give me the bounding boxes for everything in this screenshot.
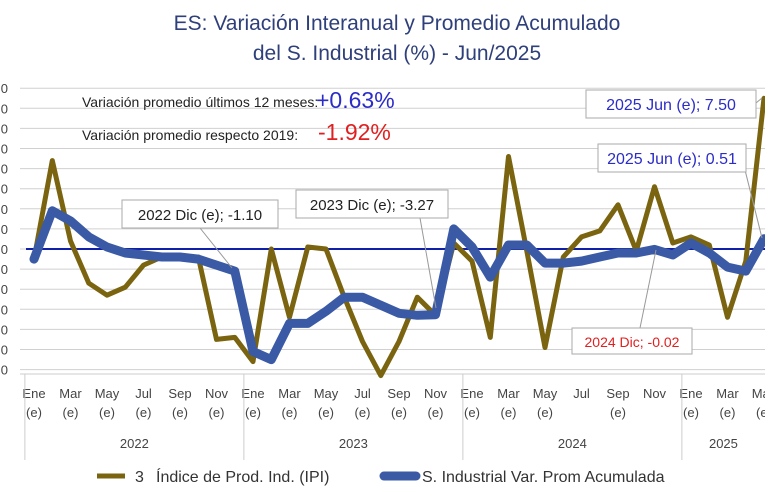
x-tick-label: Mar (716, 386, 739, 401)
x-tick-sublabel: (e) (428, 405, 444, 420)
year-label: 2022 (120, 436, 149, 451)
x-tick-label: Jul (135, 386, 152, 401)
y-tick-label: 0 (1, 162, 8, 177)
x-tick-sublabel: (e) (26, 405, 42, 420)
x-tick-label: Nov (643, 386, 667, 401)
x-tick-sublabel: (e) (209, 405, 225, 420)
chart-title-line2: del S. Industrial (%) - Jun/2025 (253, 42, 541, 65)
year-label: 2023 (339, 436, 368, 451)
x-tick-label: Sep (387, 386, 410, 401)
callout-2022-text: 2022 Dic (e); -1.10 (138, 207, 262, 224)
x-tick-label: Ene (22, 386, 45, 401)
x-axis: Ene (e) Mar (e) May (e) Jul (e) Sep (e) Nov (e) Ene (… (20, 373, 765, 460)
x-tick-sublabel: (e) (610, 405, 626, 420)
year-label: 2025 (709, 436, 738, 451)
x-tick-label: Mar (497, 386, 520, 401)
x-tick-label: Ene (460, 386, 483, 401)
x-tick-sublabel: (e) (683, 405, 699, 420)
x-tick-label: May (314, 386, 339, 401)
y-tick-label: 0 (1, 202, 8, 217)
x-tick-label: Sep (606, 386, 629, 401)
y-tick-label: 0 (1, 322, 8, 337)
x-tick-label: Jul (354, 386, 371, 401)
x-tick-sublabel: (e) (537, 405, 553, 420)
x-tick-sublabel: (e) (720, 405, 736, 420)
note-prom2019-value: -1.92% (318, 119, 391, 145)
x-tick-sublabel: (e) (391, 405, 407, 420)
callout-2025-ipi-text: 2025 Jun (e); 7.50 (606, 97, 736, 114)
x-tick-sublabel: (e) (136, 405, 152, 420)
y-tick-label: 0 (1, 282, 8, 297)
note-prom12-label: Variación promedio últimos 12 meses: (82, 94, 318, 110)
callout-2025-ipi: 2025 Jun (e); 7.50 (585, 89, 763, 119)
x-tick-sublabel: (e) (355, 405, 371, 420)
y-tick-label: 0 (1, 242, 8, 257)
x-tick-sublabel: (e) (464, 405, 480, 420)
x-tick-sublabel: (e) (172, 405, 188, 420)
x-tick-sublabel: (e) (318, 405, 334, 420)
x-tick-label: Ene (241, 386, 264, 401)
callout-2023-dec: 2023 Dic (e); -3.27 (295, 189, 449, 309)
y-tick-label: 0 (1, 142, 8, 157)
x-tick-label: May (752, 386, 765, 401)
y-tick-label: 0 (1, 262, 8, 277)
x-tick-sublabel: (e) (756, 405, 765, 420)
callout-2024-dec: 2024 Dic; -0.02 (571, 249, 693, 355)
note-prom12-value: +0.63% (316, 87, 395, 113)
x-tick-sublabel: (e) (63, 405, 79, 420)
x-tick-label: Mar (278, 386, 301, 401)
y-tick-label: 0 (1, 302, 8, 317)
legend-ipi-prefix: 3 (135, 469, 144, 486)
year-label: 2024 (558, 436, 587, 451)
callout-2023-text: 2023 Dic (e); -3.27 (310, 197, 434, 214)
callout-2024-text: 2024 Dic; -0.02 (585, 334, 680, 350)
x-tick-label: May (533, 386, 558, 401)
legend: 3 Índice de Prod. Ind. (IPI) S. Industri… (97, 467, 665, 486)
legend-prom-label: S. Industrial Var. Prom Acumulada (422, 469, 665, 486)
y-tick-label: 0 (1, 343, 8, 358)
y-tick-label: 0 (1, 222, 8, 237)
callout-2025-prom-text: 2025 Jun (e); 0.51 (607, 151, 737, 168)
note-prom2019-label: Variación promedio respecto 2019: (82, 127, 298, 143)
callout-2022-dec: 2022 Dic (e); -1.10 (121, 199, 279, 269)
callout-2025-prom: 2025 Jun (e); 0.51 (597, 143, 763, 239)
x-tick-label: Jul (573, 386, 590, 401)
y-tick-label: 0 (1, 81, 8, 96)
series-prom-points (33, 210, 765, 360)
x-tick-sublabel: (e) (245, 405, 261, 420)
y-tick-label: 0 (1, 182, 8, 197)
y-axis-ticks: 0 0 0 0 0 0 0 0 0 0 0 0 0 0 0 (1, 81, 8, 377)
x-tick-label: Ene (679, 386, 702, 401)
legend-ipi-label: Índice de Prod. Ind. (IPI) (156, 467, 329, 486)
x-tick-sublabel: (e) (99, 405, 115, 420)
x-tick-sublabel: (e) (501, 405, 517, 420)
x-tick-label: Mar (59, 386, 82, 401)
x-tick-label: May (95, 386, 120, 401)
y-tick-label: 0 (1, 363, 8, 378)
chart-title-line1: ES: Variación Interanual y Promedio Acum… (174, 12, 621, 35)
x-tick-label: Nov (424, 386, 448, 401)
x-tick-label: Sep (168, 386, 191, 401)
y-tick-label: 0 (1, 101, 8, 116)
x-tick-label: Nov (205, 386, 229, 401)
x-tick-sublabel: (e) (282, 405, 298, 420)
y-tick-label: 0 (1, 121, 8, 136)
